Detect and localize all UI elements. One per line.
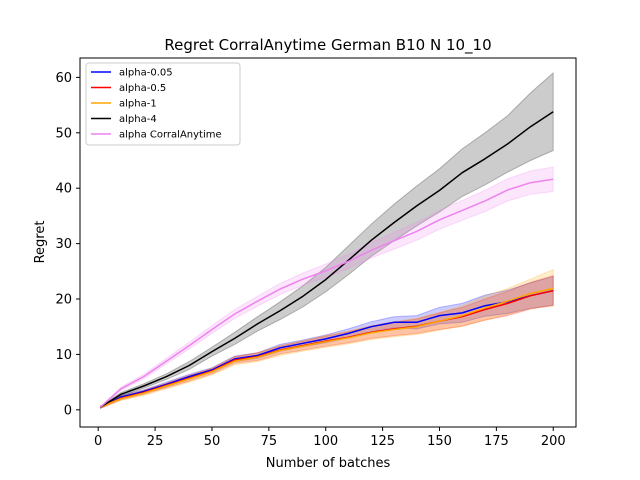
legend-label-1: alpha-0.5 bbox=[119, 83, 166, 94]
legend-label-0: alpha-0.05 bbox=[119, 68, 173, 79]
x-tick-label-8: 200 bbox=[541, 434, 566, 449]
y-tick-label-3: 30 bbox=[55, 237, 72, 252]
y-axis-ticks: 0 10 20 30 40 50 60 bbox=[55, 71, 80, 418]
legend-label-3: alpha-4 bbox=[119, 114, 157, 125]
band-series-4 bbox=[100, 166, 554, 409]
x-tick-label-1: 25 bbox=[147, 434, 164, 449]
y-tick-label-0: 0 bbox=[64, 403, 72, 418]
line-series-0 bbox=[100, 289, 554, 408]
line-series-4 bbox=[100, 178, 554, 408]
x-tick-label-0: 0 bbox=[94, 434, 102, 449]
x-axis-label: Number of batches bbox=[266, 456, 391, 471]
legend: alpha-0.05 alpha-0.5 alpha-1 alpha-4 alpha C… bbox=[85, 62, 241, 146]
y-tick-label-4: 40 bbox=[55, 182, 72, 197]
y-tick-label-6: 60 bbox=[55, 71, 72, 86]
line-series-2 bbox=[100, 287, 554, 408]
y-tick-label-2: 20 bbox=[55, 293, 72, 308]
line-series-3 bbox=[100, 111, 554, 408]
legend-box bbox=[85, 62, 241, 146]
chart-title: Regret CorralAnytime German B10 N 10_10 bbox=[164, 36, 491, 55]
x-tick-label-6: 150 bbox=[427, 434, 452, 449]
series-lines bbox=[100, 111, 554, 408]
x-tick-label-3: 75 bbox=[261, 434, 278, 449]
x-tick-label-5: 125 bbox=[370, 434, 395, 449]
x-tick-label-2: 50 bbox=[204, 434, 221, 449]
x-tick-label-7: 175 bbox=[484, 434, 509, 449]
y-axis-label: Regret bbox=[33, 221, 48, 264]
y-tick-label-1: 10 bbox=[55, 348, 72, 363]
y-tick-label-5: 50 bbox=[55, 126, 72, 141]
plot-frame bbox=[79, 57, 577, 428]
x-tick-label-4: 100 bbox=[313, 434, 338, 449]
x-axis-ticks: 0 25 50 75 100 125 150 175 200 bbox=[94, 427, 566, 449]
band-series-3 bbox=[100, 71, 554, 409]
legend-label-4: alpha CorralAnytime bbox=[119, 130, 222, 141]
legend-label-2: alpha-1 bbox=[119, 99, 157, 110]
